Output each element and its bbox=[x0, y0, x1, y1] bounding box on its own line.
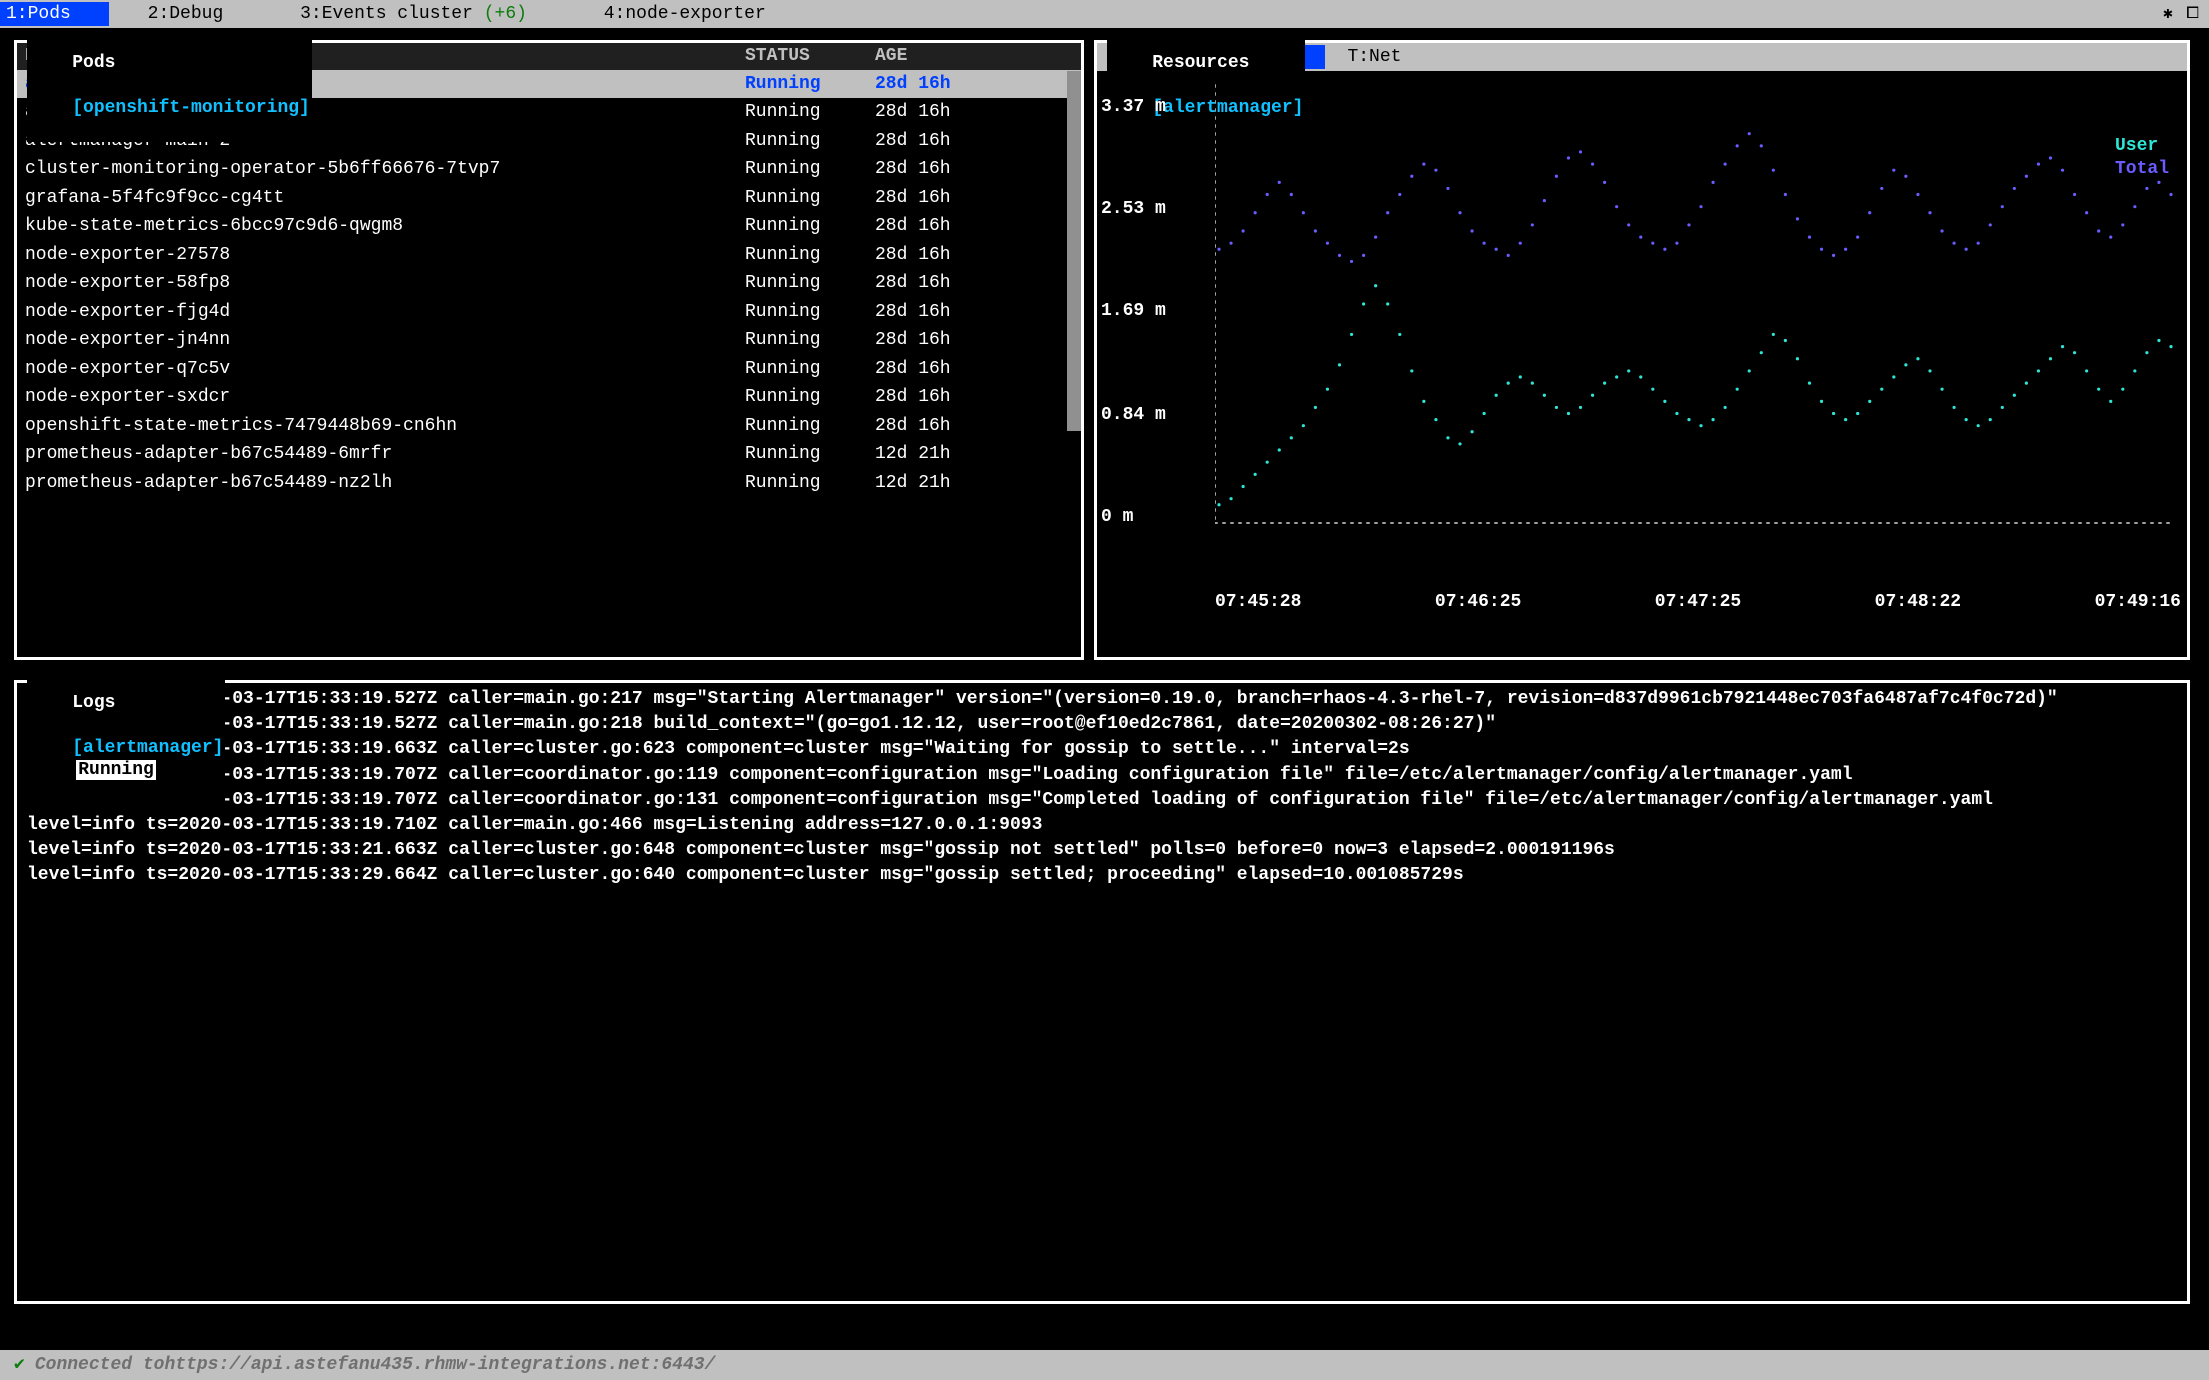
col-age[interactable]: AGE bbox=[875, 45, 1045, 68]
pod-status: Running bbox=[745, 443, 875, 466]
pod-age: 28d 16h bbox=[875, 358, 1045, 381]
pod-status: Running bbox=[745, 215, 875, 238]
pod-age: 28d 16h bbox=[875, 73, 1045, 96]
logs-title-label: Logs bbox=[72, 693, 115, 713]
pod-name: cluster-monitoring-operator-5b6ff66676-7… bbox=[25, 158, 745, 181]
logs-panel: Logs [alertmanager] Running level=info t… bbox=[14, 680, 2190, 1304]
pod-age: 28d 16h bbox=[875, 415, 1045, 438]
tab-node-exporter[interactable]: 4:node-exporter bbox=[565, 2, 804, 27]
pods-row[interactable]: node-exporter-58fp8Running28d 16h bbox=[17, 269, 1081, 298]
pods-row[interactable]: node-exporter-jn4nnRunning28d 16h bbox=[17, 326, 1081, 355]
pod-name: grafana-5f4fc9f9cc-cg4tt bbox=[25, 187, 745, 210]
pod-status: Running bbox=[745, 329, 875, 352]
tab-pods[interactable]: 1:Pods bbox=[0, 2, 109, 27]
pods-title-context: [openshift-monitoring] bbox=[72, 98, 310, 118]
pod-age: 28d 16h bbox=[875, 158, 1045, 181]
xtick-label: 07:46:25 bbox=[1435, 591, 1521, 614]
ytick-label: 0.84 m bbox=[1101, 404, 1166, 427]
pods-scrollbar[interactable] bbox=[1067, 71, 1081, 431]
logs-title: Logs [alertmanager] Running bbox=[27, 669, 225, 804]
pod-age: 28d 16h bbox=[875, 301, 1045, 324]
pod-name: node-exporter-sxdcr bbox=[25, 386, 745, 409]
pod-status: Running bbox=[745, 386, 875, 409]
pod-status: Running bbox=[745, 415, 875, 438]
xtick-label: 07:45:28 bbox=[1215, 591, 1301, 614]
tab-events-cluster[interactable]: 3:Events cluster (+6) bbox=[262, 2, 566, 27]
statusbar: ✔ Connected to https://api.astefanu435.r… bbox=[0, 1350, 2209, 1380]
pod-status: Running bbox=[745, 130, 875, 153]
pods-row[interactable]: prometheus-adapter-b67c54489-6mrfrRunnin… bbox=[17, 440, 1081, 469]
xtick-label: 07:48:22 bbox=[1875, 591, 1961, 614]
pod-status: Running bbox=[745, 301, 875, 324]
chart-y-labels: 3.37 m 2.53 m 1.69 m 0.84 m 0 m bbox=[1101, 71, 1211, 541]
pods-row[interactable]: prometheus-adapter-b67c54489-nz2lhRunnin… bbox=[17, 469, 1081, 498]
pod-age: 28d 16h bbox=[875, 272, 1045, 295]
pod-status: Running bbox=[745, 158, 875, 181]
legend-total: Total bbox=[2115, 158, 2169, 181]
ytick-label: 0 m bbox=[1101, 506, 1133, 529]
tabbar-glyphs: ✱ ⧠ bbox=[2163, 4, 2209, 24]
xtick-label: 07:49:16 bbox=[2095, 591, 2181, 614]
pods-title: Pods [openshift-monitoring] bbox=[27, 29, 312, 142]
pods-row[interactable]: kube-state-metrics-6bcc97c9d6-qwgm8Runni… bbox=[17, 212, 1081, 241]
chart-legend: User Total bbox=[2115, 135, 2169, 180]
ytick-label: 2.53 m bbox=[1101, 198, 1166, 221]
ytick-label: 1.69 m bbox=[1101, 300, 1166, 323]
legend-user: User bbox=[2115, 135, 2169, 158]
resources-title-label: Resources bbox=[1152, 53, 1249, 73]
pods-title-label: Pods bbox=[72, 53, 115, 73]
resources-panel: Resources [alertmanager] M:MemoryC:CPUT:… bbox=[1094, 40, 2190, 660]
pod-name: openshift-state-metrics-7479448b69-cn6hn bbox=[25, 415, 745, 438]
status-check-icon: ✔ bbox=[14, 1354, 25, 1377]
pod-status: Running bbox=[745, 187, 875, 210]
pod-age: 28d 16h bbox=[875, 215, 1045, 238]
pod-name: node-exporter-jn4nn bbox=[25, 329, 745, 352]
pods-row[interactable]: node-exporter-fjg4dRunning28d 16h bbox=[17, 298, 1081, 327]
pods-row[interactable]: grafana-5f4fc9f9cc-cg4ttRunning28d 16h bbox=[17, 184, 1081, 213]
status-url: https://api.astefanu435.rhmw-integration… bbox=[164, 1354, 715, 1377]
pods-row[interactable]: node-exporter-sxdcrRunning28d 16h bbox=[17, 383, 1081, 412]
pod-name: node-exporter-q7c5v bbox=[25, 358, 745, 381]
pod-age: 28d 16h bbox=[875, 187, 1045, 210]
subtab-net[interactable]: T:Net bbox=[1325, 45, 1423, 70]
ytick-label: 3.37 m bbox=[1101, 96, 1166, 119]
pod-status: Running bbox=[745, 73, 875, 96]
pod-name: prometheus-adapter-b67c54489-6mrfr bbox=[25, 443, 745, 466]
logs-body[interactable]: level=info ts=2020-03-17T15:33:19.527Z c… bbox=[17, 683, 2187, 893]
pod-age: 28d 16h bbox=[875, 329, 1045, 352]
pod-age: 12d 21h bbox=[875, 443, 1045, 466]
cpu-chart: 3.37 m2.53 m1.69 m0.84 m0 m 07:45:2807:4… bbox=[1097, 71, 2187, 627]
logs-status-badge: Running bbox=[76, 760, 156, 780]
tab-debug[interactable]: 2:Debug bbox=[109, 2, 261, 27]
pod-status: Running bbox=[745, 358, 875, 381]
pod-status: Running bbox=[745, 272, 875, 295]
pod-age: 28d 16h bbox=[875, 244, 1045, 267]
pod-name: node-exporter-fjg4d bbox=[25, 301, 745, 324]
chart-x-labels: 07:45:28 07:46:25 07:47:25 07:48:22 07:49:16 bbox=[1215, 591, 2181, 614]
pod-status: Running bbox=[745, 101, 875, 124]
pod-name: node-exporter-27578 bbox=[25, 244, 745, 267]
logs-title-context: [alertmanager] bbox=[72, 738, 223, 758]
status-prefix: Connected to bbox=[35, 1354, 165, 1377]
pods-row[interactable]: node-exporter-27578Running28d 16h bbox=[17, 241, 1081, 270]
pod-status: Running bbox=[745, 472, 875, 495]
pods-row[interactable]: node-exporter-q7c5vRunning28d 16h bbox=[17, 355, 1081, 384]
tabbar: 1:Pods 2:Debug 3:Events cluster (+6) 4:n… bbox=[0, 0, 2209, 28]
pod-age: 28d 16h bbox=[875, 101, 1045, 124]
pod-age: 28d 16h bbox=[875, 130, 1045, 153]
pod-name: kube-state-metrics-6bcc97c9d6-qwgm8 bbox=[25, 215, 745, 238]
pod-name: prometheus-adapter-b67c54489-nz2lh bbox=[25, 472, 745, 495]
xtick-label: 07:47:25 bbox=[1655, 591, 1741, 614]
pod-status: Running bbox=[745, 244, 875, 267]
col-status[interactable]: STATUS bbox=[745, 45, 875, 68]
pod-age: 12d 21h bbox=[875, 472, 1045, 495]
pods-row[interactable]: openshift-state-metrics-7479448b69-cn6hn… bbox=[17, 412, 1081, 441]
chart-svg bbox=[1215, 77, 2175, 547]
pods-panel: Pods [openshift-monitoring] NAME STATUS … bbox=[14, 40, 1084, 660]
pod-name: node-exporter-58fp8 bbox=[25, 272, 745, 295]
pod-age: 28d 16h bbox=[875, 386, 1045, 409]
pods-row[interactable]: cluster-monitoring-operator-5b6ff66676-7… bbox=[17, 155, 1081, 184]
